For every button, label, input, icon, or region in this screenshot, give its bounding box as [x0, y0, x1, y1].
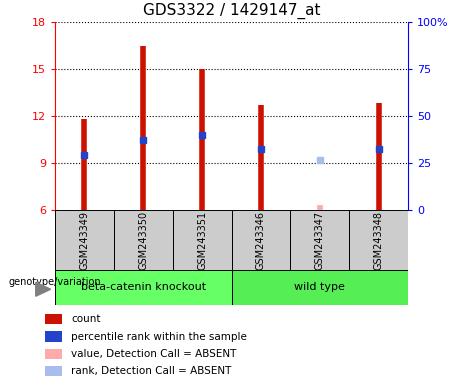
Bar	[231, 210, 290, 270]
Bar	[349, 210, 408, 270]
Text: beta-catenin knockout: beta-catenin knockout	[81, 283, 206, 293]
Text: GSM243347: GSM243347	[315, 210, 325, 270]
Text: GSM243351: GSM243351	[197, 210, 207, 270]
Bar	[290, 210, 349, 270]
Text: GSM243350: GSM243350	[138, 210, 148, 270]
Bar	[45, 314, 62, 324]
Bar	[45, 331, 62, 342]
Bar	[55, 210, 114, 270]
Text: GSM243346: GSM243346	[256, 210, 266, 270]
Text: value, Detection Call = ABSENT: value, Detection Call = ABSENT	[71, 349, 236, 359]
Bar	[231, 270, 408, 305]
Bar	[55, 270, 231, 305]
Text: GSM243348: GSM243348	[373, 210, 384, 270]
Bar	[173, 210, 231, 270]
Text: percentile rank within the sample: percentile rank within the sample	[71, 332, 247, 342]
Text: count: count	[71, 314, 100, 324]
Text: rank, Detection Call = ABSENT: rank, Detection Call = ABSENT	[71, 366, 231, 376]
Bar	[114, 210, 173, 270]
Polygon shape	[36, 282, 51, 296]
Title: GDS3322 / 1429147_at: GDS3322 / 1429147_at	[143, 3, 320, 19]
Bar	[45, 366, 62, 376]
Text: genotype/variation: genotype/variation	[8, 277, 101, 287]
Text: GSM243349: GSM243349	[79, 210, 89, 270]
Text: wild type: wild type	[294, 283, 345, 293]
Bar	[45, 349, 62, 359]
